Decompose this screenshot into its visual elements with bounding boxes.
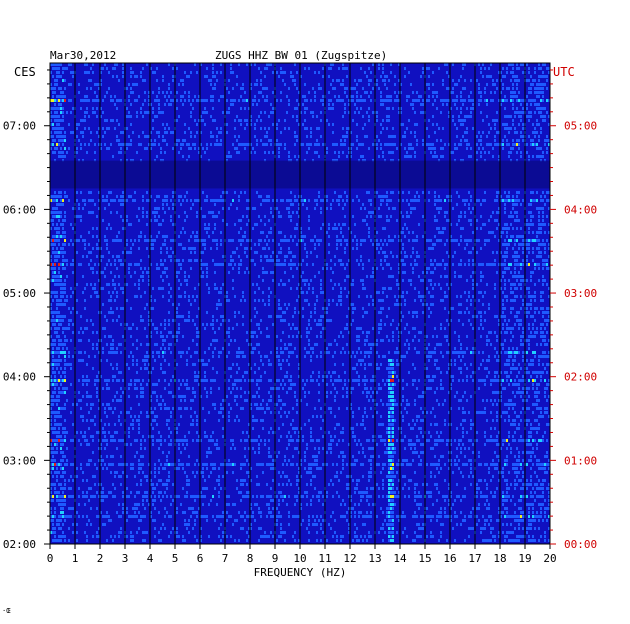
x-tick-label: 5	[172, 552, 179, 565]
left-time-label: 05:00	[3, 287, 36, 300]
right-time-label: 01:00	[564, 454, 597, 467]
x-tick-label: 0	[47, 552, 54, 565]
left-timezone-label: CES	[14, 65, 36, 79]
x-tick-label: 16	[443, 552, 456, 565]
left-time-label: 06:00	[3, 203, 36, 216]
footer-mark: ·Œ	[2, 607, 11, 615]
left-time-label: 04:00	[3, 371, 36, 384]
x-tick-label: 3	[122, 552, 129, 565]
x-tick-label: 1	[72, 552, 79, 565]
x-tick-label: 7	[222, 552, 229, 565]
x-tick-label: 11	[318, 552, 331, 565]
x-tick-label: 14	[393, 552, 407, 565]
station-title: ZUGS HHZ BW 01 (Zugspitze)	[215, 49, 388, 62]
x-tick-label: 19	[518, 552, 531, 565]
x-tick-label: 13	[368, 552, 381, 565]
left-time-ticks: 07:00 06:00 05:00 04:00 03:00 02:00	[3, 69, 50, 551]
x-tick-label: 6	[197, 552, 204, 565]
x-tick-label: 10	[293, 552, 306, 565]
frequency-gridlines	[74, 63, 526, 544]
left-time-label: 03:00	[3, 454, 36, 467]
right-time-label: 05:00	[564, 120, 597, 133]
x-tick-label: 17	[468, 552, 481, 565]
right-time-ticks: 05:00 04:00 03:00 02:00 01:00 00:00	[550, 69, 597, 551]
x-tick-label: 18	[493, 552, 506, 565]
right-time-label: 04:00	[564, 203, 597, 216]
x-tick-label: 4	[147, 552, 154, 565]
x-tick-label: 12	[343, 552, 356, 565]
x-tick-label: 2	[97, 552, 104, 565]
right-time-label: 00:00	[564, 538, 597, 551]
left-time-label: 07:00	[3, 120, 36, 133]
x-tick-label: 20	[543, 552, 556, 565]
right-time-label: 02:00	[564, 371, 597, 384]
x-tick-label: 9	[272, 552, 279, 565]
x-tick-label: 15	[418, 552, 431, 565]
x-axis-ticks: 0 1 2 3 4 5 6 7 8 9 10 11 12 13 14 15 16 17 18 19 20	[47, 544, 557, 565]
left-time-label: 02:00	[3, 538, 36, 551]
x-tick-label: 8	[247, 552, 254, 565]
x-axis-label: FREQUENCY (HZ)	[254, 566, 347, 579]
right-time-label: 03:00	[564, 287, 597, 300]
date-label: Mar30,2012	[50, 49, 117, 62]
right-timezone-label: UTC	[553, 65, 575, 79]
